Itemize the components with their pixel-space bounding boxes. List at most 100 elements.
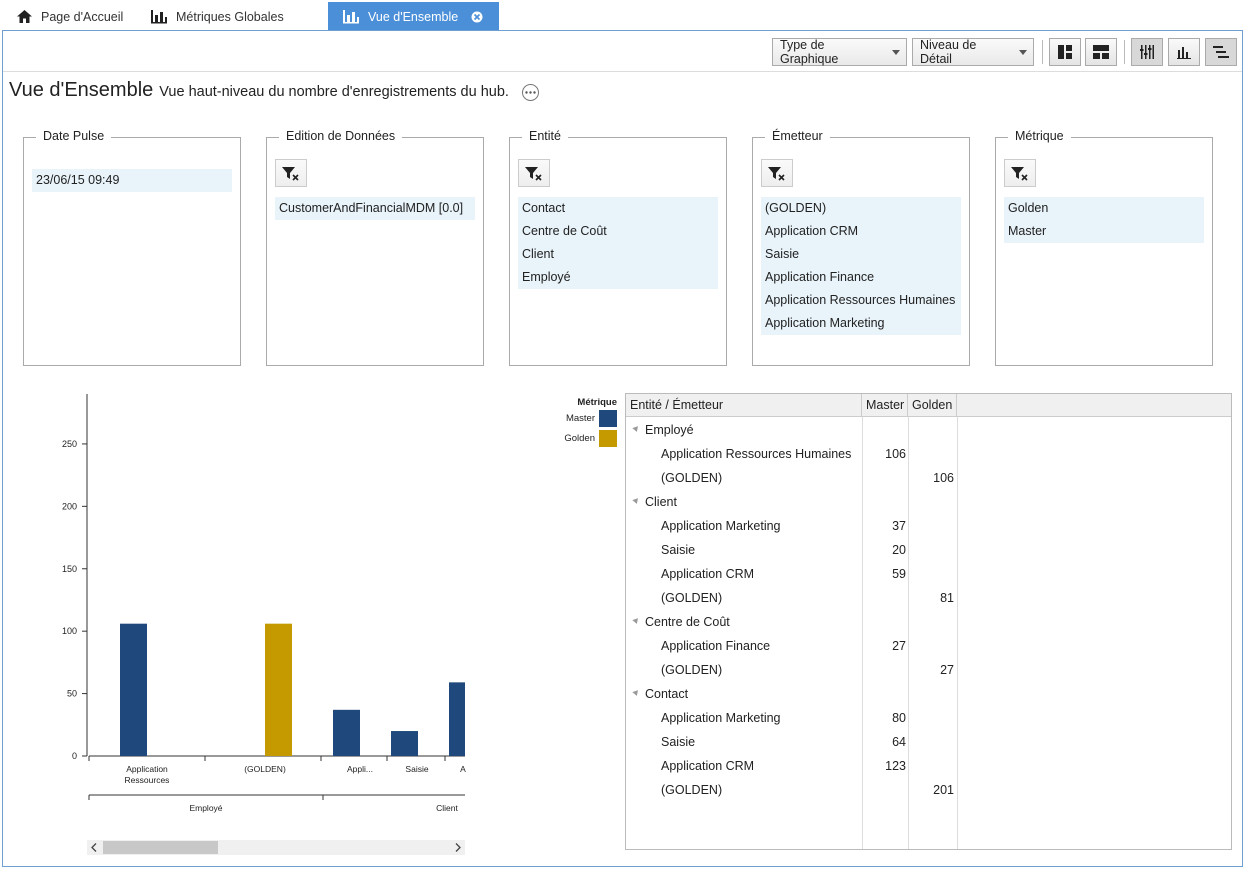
table-row[interactable]: (GOLDEN) 81 [626,586,1231,610]
cell-master: 106 [885,447,906,461]
table-row[interactable]: Saisie 64 [626,730,1231,754]
tab-overview[interactable]: Vue d'Ensemble [328,2,499,31]
table-group-row[interactable]: Contact [626,682,1231,706]
group-label: Employé [189,803,222,813]
clear-filter-button[interactable] [518,159,550,187]
table-header: Entité / Émetteur Master Golden [626,394,1231,417]
cell-label: Saisie [661,735,696,749]
cell-label: Application Finance [661,639,771,653]
table-row[interactable]: Application CRM 59 [626,562,1231,586]
chart-bars [120,623,465,756]
bar-master [391,731,418,756]
filter-legend: Edition de Données [279,129,403,143]
filter-data-edition: Edition de Données CustomerAndFinancialM… [266,129,484,366]
table-group-row[interactable]: Employé [626,418,1231,442]
cell-label: Centre de Coût [645,615,730,629]
more-options-button[interactable] [522,84,539,101]
toolbar-separator [1124,40,1125,64]
legend-item-golden[interactable]: Golden [557,430,617,447]
chart-type-dropdown[interactable]: Type de Graphique [772,38,907,66]
chart-scrollbar[interactable] [87,840,465,855]
table-row[interactable]: (GOLDEN) 201 [626,778,1231,802]
close-tab-button[interactable] [470,10,484,24]
column-header-entity[interactable]: Entité / Émetteur [626,394,862,417]
bar-chart-icon [1177,46,1191,59]
filter-item[interactable]: Application Finance [761,266,961,289]
table-row[interactable]: Application CRM 123 [626,754,1231,778]
table-row[interactable]: (GOLDEN) 106 [626,466,1231,490]
legend-item-master[interactable]: Master [557,410,617,427]
chevron-left-icon[interactable] [91,843,97,852]
layout-rows-button[interactable] [1085,38,1117,66]
filter-clear-icon [525,166,542,181]
filter-item[interactable]: CustomerAndFinancialMDM [0.0] [275,197,475,220]
table-view-button[interactable] [1205,38,1237,66]
chart-legend: Métrique Master Golden [557,397,617,447]
y-tick-label: 150 [62,564,77,574]
tab-home[interactable]: Page d'Accueil [8,2,131,31]
home-icon [17,10,32,23]
table-row[interactable]: Application Finance 27 [626,634,1231,658]
list-icon [1213,46,1229,58]
filter-clear-icon [282,166,299,181]
filter-item[interactable]: Golden [1004,197,1204,220]
tab-global-metrics[interactable]: Métriques Globales [142,2,292,31]
legend-label: Golden [564,433,595,444]
clear-filter-button[interactable] [761,159,793,187]
tab-bar: Page d'Accueil Métriques Globales Vue d'… [0,0,1245,31]
main-panel: Type de Graphique Niveau de Détail Vue d… [2,30,1243,867]
filter-list: CustomerAndFinancialMDM [0.0] [275,197,475,220]
filter-item[interactable]: Master [1004,220,1204,243]
bar-master [120,623,147,756]
filter-list: (GOLDEN) Application CRM Saisie Applicat… [761,197,961,335]
cell-label: Application Marketing [661,519,781,533]
table-row[interactable]: Application Marketing 80 [626,706,1231,730]
column-divider [862,417,863,849]
table-row[interactable]: Application Ressources Humaines 106 [626,442,1231,466]
filter-item[interactable]: Centre de Coût [518,220,718,243]
cell-label: Application Ressources Humaines [661,447,852,461]
filter-legend: Entité [522,129,568,143]
filter-list: 23/06/15 09:49 [32,169,232,192]
table-group-row[interactable]: Client [626,490,1231,514]
scrollbar-thumb[interactable] [103,841,218,854]
table-row[interactable]: Application Marketing 37 [626,514,1231,538]
filter-item[interactable]: (GOLDEN) [761,197,961,220]
column-header-golden[interactable]: Golden [908,394,957,417]
filter-item[interactable]: Employé [518,266,718,289]
group-label: Client [436,803,458,813]
cell-label: (GOLDEN) [661,663,723,677]
detail-level-dropdown[interactable]: Niveau de Détail [912,38,1034,66]
table-row[interactable]: Saisie 20 [626,538,1231,562]
column-divider [957,417,958,849]
filter-item[interactable]: 23/06/15 09:49 [32,169,232,192]
filter-item[interactable]: Application CRM [761,220,961,243]
cell-label: Client [645,495,677,509]
layout-grid-button[interactable] [1049,38,1081,66]
chart-view-button[interactable] [1168,38,1200,66]
legend-label: Master [565,413,595,424]
filter-legend: Métrique [1008,129,1071,143]
close-icon [471,11,483,22]
column-header-master[interactable]: Master [862,394,908,417]
table-group-row[interactable]: Centre de Coût [626,610,1231,634]
table-row[interactable]: (GOLDEN) 27 [626,658,1231,682]
page-title-block: Vue d'Ensemble Vue haut-niveau du nombre… [9,79,509,102]
legend-title: Métrique [577,397,617,408]
filter-clear-icon [768,166,785,181]
filter-legend: Émetteur [765,129,830,143]
clear-filter-button[interactable] [1004,159,1036,187]
clear-filter-button[interactable] [275,159,307,187]
y-tick-label: 50 [67,689,77,699]
filter-item[interactable]: Application Ressources Humaines [761,289,961,312]
tab-overview-label: Vue d'Ensemble [368,9,459,24]
filters-button[interactable] [1131,38,1163,66]
filter-item[interactable]: Contact [518,197,718,220]
toolbar-separator [1042,40,1043,64]
filter-item[interactable]: Application Marketing [761,312,961,335]
filter-item[interactable]: Client [518,243,718,266]
filter-item[interactable]: Saisie [761,243,961,266]
chevron-right-icon[interactable] [455,843,461,852]
x-tick-label: (GOLDEN) [244,764,286,774]
